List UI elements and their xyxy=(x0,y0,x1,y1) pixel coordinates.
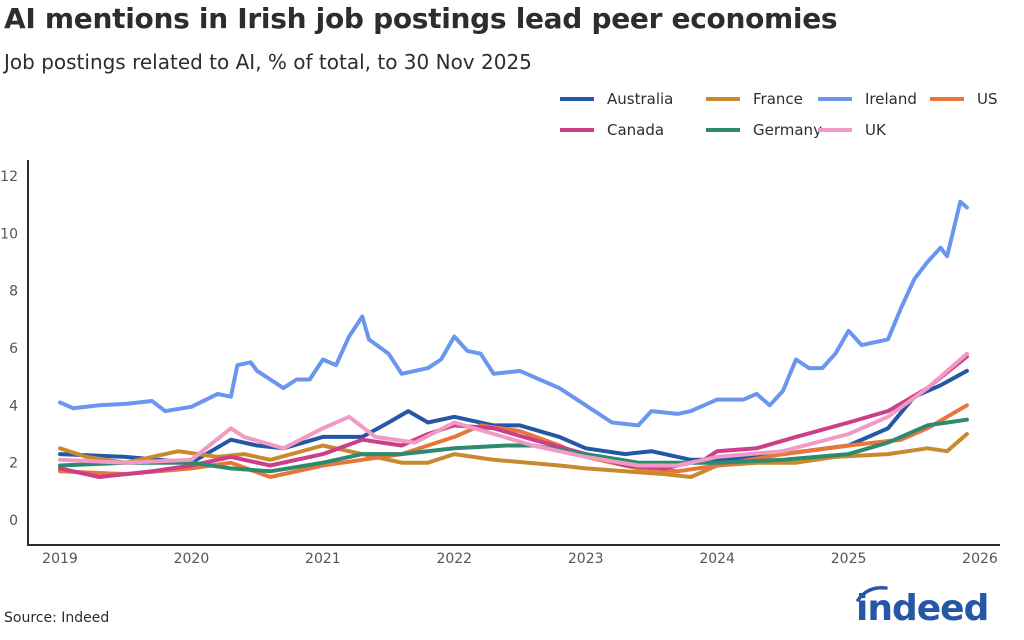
svg-text:indeed: indeed xyxy=(856,588,988,629)
x-tick-label: 2023 xyxy=(568,551,604,567)
legend-item-australia: Australia xyxy=(560,90,673,108)
y-tick-label: 2 xyxy=(9,456,18,472)
legend-item-germany: Germany xyxy=(706,121,822,139)
legend-label: UK xyxy=(865,121,887,139)
axes xyxy=(27,160,1000,546)
series-lines xyxy=(58,199,969,479)
x-tick-label: 2019 xyxy=(42,551,78,567)
source-note: Source: Indeed xyxy=(4,610,110,626)
legend-label: Germany xyxy=(753,121,822,139)
legend-item-france: France xyxy=(706,90,803,108)
x-tick-label: 2021 xyxy=(305,551,341,567)
series-line-ireland xyxy=(58,199,969,428)
y-tick-label: 12 xyxy=(0,169,18,185)
y-tick-label: 10 xyxy=(0,226,18,242)
y-tick-label: 4 xyxy=(9,398,18,414)
legend-label: France xyxy=(753,90,803,108)
y-tick-label: 0 xyxy=(9,513,18,529)
series-line-uk xyxy=(58,351,969,468)
series-line-germany xyxy=(58,417,969,474)
legend-item-uk: UK xyxy=(818,121,887,139)
legend-label: Australia xyxy=(607,90,673,108)
y-tick-label: 8 xyxy=(9,284,18,300)
x-tick-label: 2025 xyxy=(831,551,867,567)
x-tick-label: 2026 xyxy=(962,551,998,567)
legend-label: US xyxy=(977,90,998,108)
series-line-france xyxy=(58,432,969,479)
legend-item-canada: Canada xyxy=(560,121,664,139)
legend-item-us: US xyxy=(930,90,998,108)
y-tick-label: 6 xyxy=(9,341,18,357)
legend-item-ireland: Ireland xyxy=(818,90,917,108)
legend: Australia France Ireland US Canada Germany UK xyxy=(560,90,998,139)
x-tick-label: 2024 xyxy=(699,551,735,567)
x-tick-label: 2022 xyxy=(436,551,472,567)
legend-label: Ireland xyxy=(865,90,917,108)
x-tick-label: 2020 xyxy=(174,551,210,567)
chart-subtitle: Job postings related to AI, % of total, … xyxy=(4,50,532,74)
chart-title: AI mentions in Irish job postings lead p… xyxy=(4,2,838,35)
series-line-canada xyxy=(58,354,969,479)
legend-label: Canada xyxy=(607,121,664,139)
indeed-logo: indeed xyxy=(856,586,989,629)
